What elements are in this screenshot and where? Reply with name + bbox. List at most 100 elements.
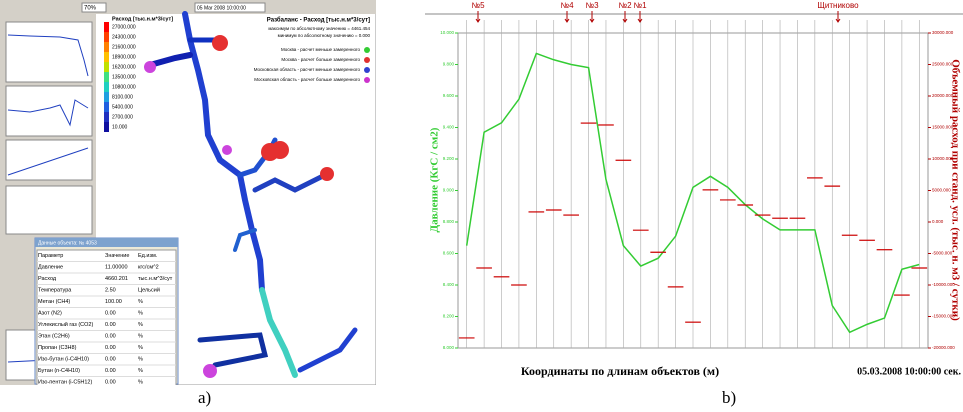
- y-tick-label: 8.600: [443, 251, 455, 256]
- table-cell: %: [138, 345, 143, 351]
- station-label: №1: [633, 1, 647, 10]
- legend-dot: [364, 47, 370, 53]
- mini-chart: [6, 140, 92, 180]
- table-cell: Температура: [38, 288, 72, 294]
- legend-label: Московская область - расчет больше замер…: [254, 77, 360, 82]
- chart: Давление (КгС / см2) Объемный расход при…: [425, 0, 963, 385]
- y2-tick-label: 30000.000: [932, 30, 954, 35]
- table-header: Ед.изм.: [138, 253, 158, 259]
- table-cell: 0.00: [105, 311, 116, 317]
- zoom: 70%: [84, 6, 97, 12]
- table-cell: Азот (N2): [38, 311, 62, 317]
- table-cell: %: [138, 368, 143, 374]
- sphere[interactable]: [222, 145, 232, 155]
- figure: 70% 05 Mar 2008 10:00:00 Расход [тыс.н.м…: [0, 0, 963, 412]
- caption: a): [198, 388, 211, 408]
- table-cell: %: [138, 357, 143, 363]
- legend-swatch: [104, 102, 109, 112]
- table-cell: Этан (C2H6): [38, 334, 70, 340]
- table-cell: Цельсий: [138, 287, 160, 294]
- table-cell: Углекислый газ (CO2): [38, 321, 93, 328]
- table-cell: 2.50: [105, 288, 116, 294]
- table-cell: Давление: [38, 265, 63, 271]
- y-tick-label: 9.000: [443, 188, 455, 193]
- y-tick-label: 9.600: [443, 93, 455, 98]
- table-cell: кгс/см^2: [138, 265, 159, 271]
- sphere[interactable]: [203, 364, 217, 378]
- note: минимум по абсолютному значению = 0.000: [278, 33, 371, 38]
- legend-label: 27000.000: [112, 24, 136, 30]
- sphere[interactable]: [144, 61, 156, 73]
- legend-label: 18900.000: [112, 54, 136, 60]
- y-tick-label: 9.800: [443, 62, 455, 67]
- table-cell: %: [138, 334, 143, 340]
- toolbar: [0, 0, 376, 14]
- sphere[interactable]: [271, 141, 289, 159]
- legend-dot: [364, 77, 370, 83]
- y2-tick-label: 0.000: [932, 219, 944, 224]
- gis-screenshot: 70% 05 Mar 2008 10:00:00 Расход [тыс.н.м…: [0, 0, 376, 385]
- y2-tick-label: -5000.000: [932, 251, 953, 256]
- date: 05 Mar 2008 10:00:00: [197, 5, 246, 11]
- timestamp: 05.03.2008 10:00:00 сек.: [857, 366, 961, 377]
- y2-tick-label: 15000.000: [932, 125, 954, 130]
- x-axis-title: Координаты по длинам объектов (м): [521, 364, 719, 378]
- table-cell: 11.00000: [105, 265, 128, 271]
- table-cell: 0.00: [105, 322, 116, 328]
- y-tick-label: 9.200: [443, 156, 455, 161]
- table-cell: Метан (CH4): [38, 299, 70, 305]
- legend: 27000.00024300.00021600.00018900.0001620…: [104, 22, 136, 132]
- note: максимум по абсолютному значению = 4461.…: [268, 26, 370, 31]
- table-cell: %: [138, 299, 143, 305]
- legend-swatch: [104, 82, 109, 92]
- legend-label: 13500.000: [112, 74, 136, 80]
- caption: b): [722, 388, 736, 408]
- y-tick-label: 9.400: [443, 125, 455, 130]
- legend-dot: [364, 57, 370, 63]
- legend-title: Расход [тыс.н.м*3/сут]: [112, 16, 173, 22]
- station-label: №2: [618, 1, 632, 10]
- y2-tick-label: 10000.000: [932, 156, 954, 161]
- table-cell: %: [138, 322, 143, 328]
- table-cell: тыс.н.м^3/сут: [138, 276, 173, 282]
- mini-chart: [6, 186, 92, 234]
- table-cell: 100.00: [105, 299, 122, 305]
- table-cell: Изо-бутан (i-C4H10): [38, 357, 89, 363]
- sphere[interactable]: [212, 35, 228, 51]
- table-cell: Пропан (C3H8): [38, 345, 77, 351]
- y2-tick-label: 25000.000: [932, 62, 954, 67]
- sphere[interactable]: [320, 167, 334, 181]
- y2-tick-label: 5000.000: [932, 188, 951, 193]
- station-label: №4: [560, 1, 574, 10]
- table-cell: %: [138, 311, 143, 317]
- table-cell: %: [138, 380, 143, 385]
- legend-swatch: [104, 72, 109, 82]
- legend-label: Москва - расчет больше замеренного: [281, 57, 360, 62]
- y-tick-label: 8.000: [443, 345, 455, 350]
- station-label: №5: [471, 1, 485, 10]
- legend-swatch: [104, 42, 109, 52]
- right-title: Разбаланс - Расход [тыс.н.м*3/сут]: [267, 17, 370, 24]
- table-header: Параметр: [38, 253, 63, 259]
- mini-chart: [6, 22, 92, 82]
- table-cell: Изо-пентан (i-C5H12): [38, 380, 92, 385]
- dialog-title: Данные объекта: № 4053: [38, 240, 97, 246]
- legend-swatch: [104, 22, 109, 32]
- legend-swatch: [104, 62, 109, 72]
- y-tick-label: 10.000: [440, 30, 454, 35]
- legend-label: 16200.000: [112, 64, 136, 70]
- table-cell: 0.00: [105, 357, 116, 363]
- table-cell: 0.00: [105, 380, 116, 385]
- legend-dot: [364, 67, 370, 73]
- legend-swatch: [104, 52, 109, 62]
- y-axis-title: Давление (КгС / см2): [429, 127, 441, 232]
- table-cell: 4660.201: [105, 276, 128, 282]
- y-tick-label: 8.400: [443, 282, 455, 287]
- legend-swatch: [104, 92, 109, 102]
- legend-swatch: [104, 112, 109, 122]
- y2-tick-label: -15000.000: [932, 314, 955, 319]
- legend-label: Москва - расчет меньше замеренного: [281, 47, 361, 52]
- station-label: №3: [585, 1, 599, 10]
- table-cell: 0.00: [105, 345, 116, 351]
